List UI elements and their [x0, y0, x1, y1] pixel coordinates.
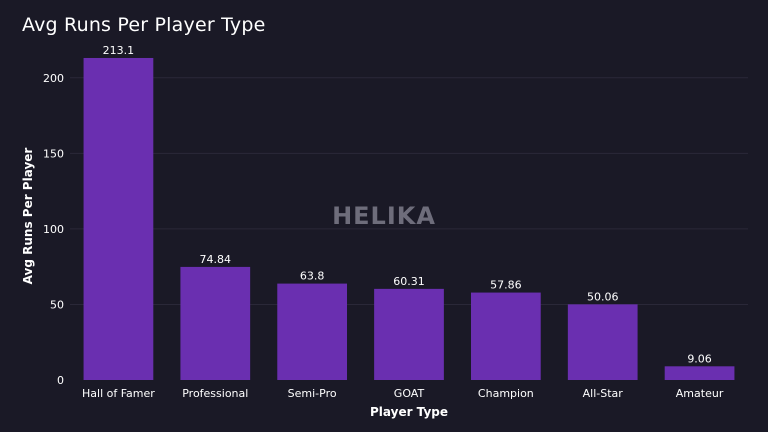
x-axis-title: Player Type [370, 405, 448, 419]
data-label: 63.8 [300, 270, 325, 283]
x-tick-label: Semi-Pro [288, 387, 337, 400]
bar[interactable] [83, 57, 154, 380]
x-tick-label: Hall of Famer [82, 387, 155, 400]
x-tick-label: Amateur [676, 387, 724, 400]
bar[interactable] [277, 283, 348, 380]
y-tick-label: 0 [57, 374, 64, 387]
bar[interactable] [470, 292, 541, 380]
x-tick-label: Champion [478, 387, 534, 400]
watermark-logo: HELIKA [332, 202, 436, 230]
data-label: 60.31 [393, 275, 425, 288]
data-label: 213.1 [103, 44, 135, 57]
y-axis-title: Avg Runs Per Player [21, 148, 35, 285]
y-tick-labels: 0 50 100 150 200 [43, 72, 64, 387]
data-label: 74.84 [200, 253, 232, 266]
y-tick-label: 200 [43, 72, 64, 85]
grid-lines [70, 77, 748, 305]
bar[interactable] [567, 304, 638, 380]
data-labels: 213.1 74.84 63.8 60.31 57.86 50.06 9.06 [103, 44, 712, 365]
bar[interactable] [374, 288, 444, 380]
y-tick-label: 100 [43, 223, 64, 236]
chart-title: Avg Runs Per Player Type [22, 14, 266, 36]
x-tick-label: All-Star [583, 387, 624, 400]
data-label: 50.06 [587, 290, 619, 303]
bars [83, 57, 735, 380]
data-label: 9.06 [687, 352, 712, 365]
y-tick-label: 150 [43, 147, 64, 160]
x-tick-label: GOAT [394, 387, 425, 400]
bar[interactable] [180, 266, 251, 380]
x-tick-labels: Hall of Famer Professional Semi-Pro GOAT Cha… [82, 387, 724, 400]
y-tick-label: 50 [50, 298, 64, 311]
x-tick-label: Professional [182, 387, 248, 400]
data-label: 57.86 [490, 279, 522, 292]
bar[interactable] [664, 366, 735, 380]
